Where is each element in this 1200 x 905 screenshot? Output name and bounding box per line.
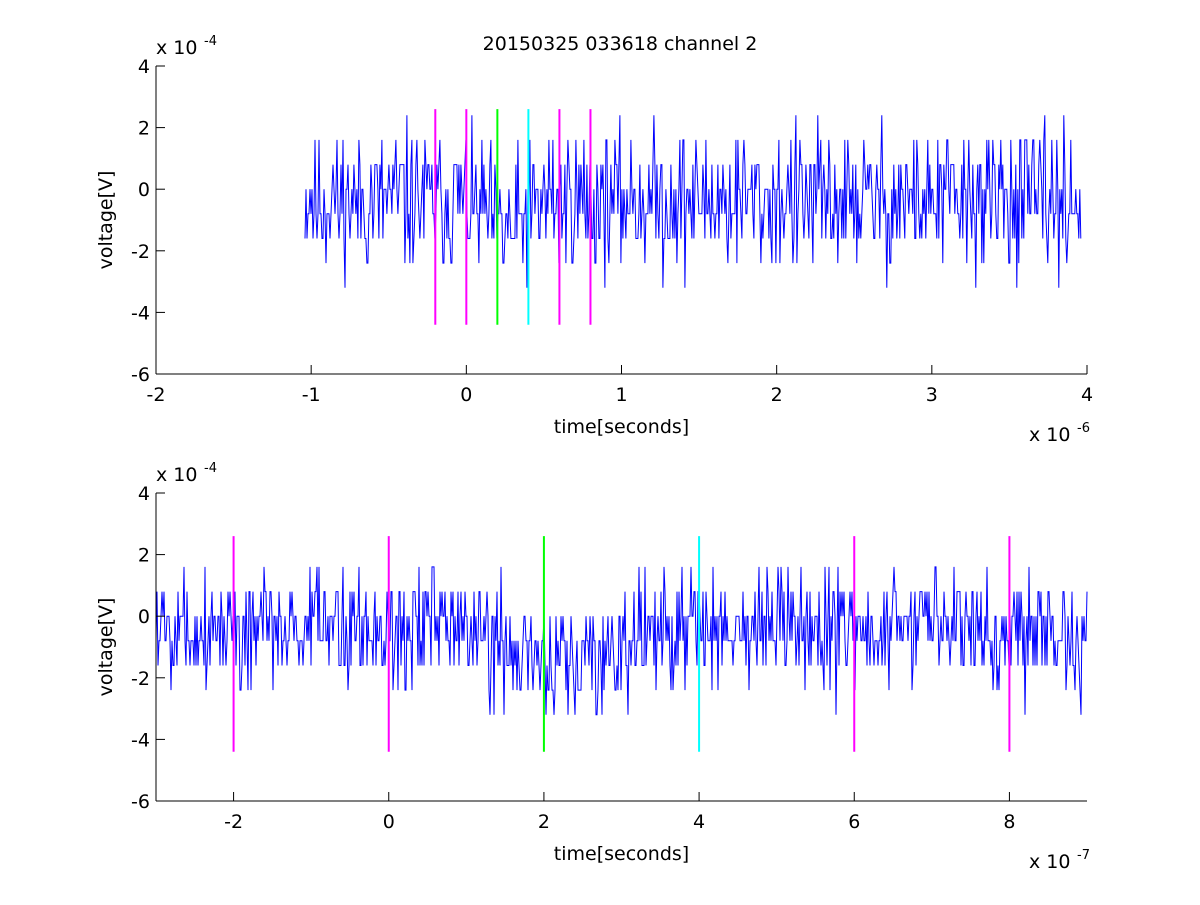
x-exponent-power: -7	[1077, 848, 1090, 863]
y-tick-label: 4	[138, 483, 150, 505]
x-tick-label: 8	[1003, 811, 1015, 833]
y-tick-label: 0	[138, 606, 150, 628]
x-axis-label: time[seconds]	[554, 843, 689, 865]
x-tick-label: 2	[771, 384, 783, 406]
y-exponent-label: x 10	[156, 464, 197, 486]
x-tick-label: 4	[693, 811, 705, 833]
y-tick-label: -2	[131, 668, 150, 690]
y-axis-label: voltage[V]	[95, 171, 117, 270]
x-axis-label: time[seconds]	[554, 416, 689, 438]
x-exponent-label: x 10	[1029, 424, 1070, 446]
x-tick-label: 1	[615, 384, 627, 406]
y-tick-label: 2	[138, 118, 150, 140]
x-tick-label: 2	[538, 811, 550, 833]
x-tick-label: -1	[302, 384, 321, 406]
x-tick-label: -2	[224, 811, 243, 833]
y-tick-label: 2	[138, 545, 150, 567]
signal-trace	[304, 115, 1082, 288]
y-tick-label: 4	[138, 56, 150, 78]
signal-trace	[155, 566, 1088, 716]
y-tick-label: -4	[131, 729, 150, 751]
x-tick-label: 0	[460, 384, 472, 406]
x-exponent-power: -6	[1077, 421, 1090, 436]
figure-title: 20150325 033618 channel 2	[483, 33, 758, 55]
x-tick-label: -2	[147, 384, 166, 406]
x-exponent-label: x 10	[1029, 851, 1070, 873]
y-tick-label: -6	[131, 791, 150, 813]
y-exponent-label: x 10	[156, 37, 197, 59]
x-tick-label: 4	[1081, 384, 1093, 406]
y-exponent-power: -4	[204, 34, 217, 49]
y-tick-label: -6	[131, 364, 150, 386]
plot-2: -2 0 2 4 6 8-6-4-2024time[seconds]voltage[V]x…	[95, 461, 1090, 873]
y-tick-label: 0	[138, 179, 150, 201]
y-tick-label: -4	[131, 302, 150, 324]
x-tick-label: 6	[848, 811, 860, 833]
x-tick-label: 0	[383, 811, 395, 833]
y-tick-label: -2	[131, 241, 150, 263]
plot-1: -2 -1 0 1 2 3 4 -6 -4 -2 0 2 4 time[seconds] voltage[V…	[95, 34, 1093, 446]
y-exponent-power: -4	[204, 461, 217, 476]
x-tick-label: 3	[926, 384, 938, 406]
y-axis-label: voltage[V]	[95, 598, 117, 697]
